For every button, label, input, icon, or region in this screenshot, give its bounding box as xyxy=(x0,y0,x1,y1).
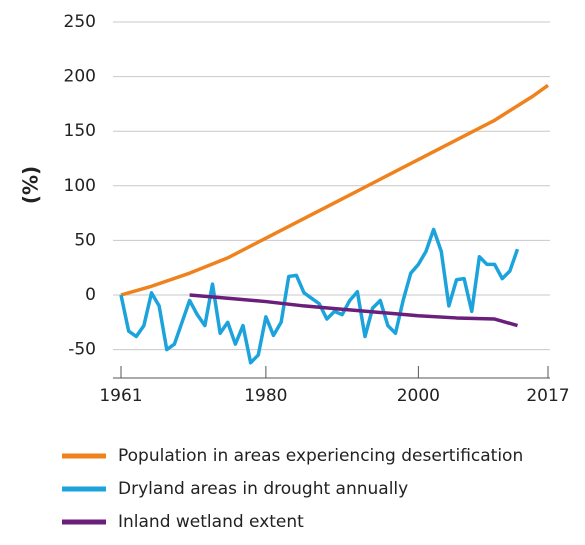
y-axis-label: (%) xyxy=(19,166,43,204)
y-tick-label: 250 xyxy=(64,12,96,32)
y-tick-label: 200 xyxy=(64,67,96,87)
y-tick-label: 150 xyxy=(64,121,96,141)
legend-label: Population in areas experiencing deserti… xyxy=(118,446,523,466)
legend-label: Inland wetland extent xyxy=(118,512,304,532)
x-tick-label: 2017 xyxy=(526,386,569,406)
y-tick-label: 0 xyxy=(85,285,96,305)
x-tick-label: 2000 xyxy=(397,386,440,406)
y-tick-label: 100 xyxy=(64,176,96,196)
x-tick-label: 1961 xyxy=(99,386,142,406)
series-line xyxy=(119,227,520,365)
legend-label: Dryland areas in drought annually xyxy=(118,479,408,499)
x-tick-label: 1980 xyxy=(244,386,287,406)
series-line xyxy=(189,293,518,328)
series-line xyxy=(120,83,550,297)
y-tick-label: 50 xyxy=(74,230,96,250)
y-tick-label: -50 xyxy=(68,340,96,360)
